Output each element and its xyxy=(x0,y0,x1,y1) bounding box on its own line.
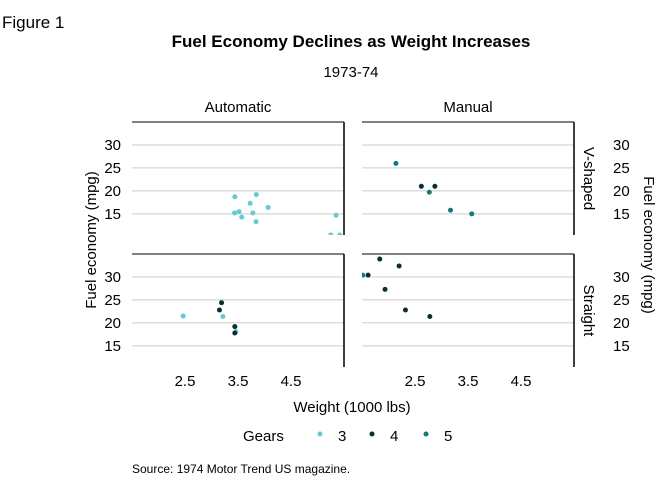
panel-points xyxy=(362,256,433,319)
strip-label-row: V-shaped xyxy=(580,147,597,210)
x-axis-title: Weight (1000 lbs) xyxy=(293,399,410,416)
x-tick-label: 2.5 xyxy=(175,373,196,390)
y-axis-title-right: Fuel economy (mpg) xyxy=(640,176,657,314)
x-tick-label: 3.5 xyxy=(458,373,479,390)
data-point xyxy=(216,307,222,313)
chart-caption: Source: 1974 Motor Trend US magazine. xyxy=(132,462,350,476)
panel-1-0 xyxy=(362,121,575,235)
data-point xyxy=(393,160,399,166)
data-point xyxy=(265,204,271,210)
y-tick-label: 15 xyxy=(104,338,121,355)
y-tick-label: 20 xyxy=(104,183,121,200)
data-point xyxy=(448,207,454,213)
data-point xyxy=(365,272,371,278)
x-tick-label: 4.5 xyxy=(281,373,302,390)
y-tick-label: 20 xyxy=(104,315,121,332)
y-tick-label: 25 xyxy=(104,292,121,309)
data-point xyxy=(337,232,343,235)
data-point xyxy=(232,210,238,216)
y-tick-label: 25 xyxy=(104,160,121,177)
panel-points xyxy=(393,160,475,217)
legend-key-4 xyxy=(369,431,375,437)
panel-background xyxy=(132,122,344,235)
data-point xyxy=(382,286,388,292)
panel-1-1 xyxy=(362,253,575,367)
data-point xyxy=(232,330,238,336)
y-tick-label: 30 xyxy=(104,269,121,286)
data-point xyxy=(427,313,433,319)
chart-subtitle: 1973-74 xyxy=(323,64,378,81)
x-tick-label: 4.5 xyxy=(511,373,532,390)
legend: Gears 3 4 5 xyxy=(243,428,452,445)
legend-key-5 xyxy=(423,431,429,437)
data-point xyxy=(362,272,366,278)
y-tick-label: 20 xyxy=(613,315,630,332)
panel-points xyxy=(180,300,239,336)
legend-label-4: 4 xyxy=(390,428,398,445)
panel-background xyxy=(132,254,344,367)
data-point xyxy=(377,256,383,262)
data-point xyxy=(402,307,408,313)
data-point xyxy=(232,324,238,330)
panel-0-1 xyxy=(132,253,345,367)
x-tick-label: 2.5 xyxy=(405,373,426,390)
data-point xyxy=(239,214,245,220)
figure-label: Figure 1 xyxy=(2,13,64,32)
legend-label-5: 5 xyxy=(444,428,452,445)
data-point xyxy=(250,210,256,216)
y-tick-label: 20 xyxy=(613,183,630,200)
y-axis-title-left: Fuel economy (mpg) xyxy=(83,171,100,309)
data-point xyxy=(469,211,475,217)
strip-label-column: Automatic xyxy=(205,99,272,116)
facet-panels: Automatic Manual V-shaped Straight 15 15 20 20 2… xyxy=(104,99,629,390)
panel-points xyxy=(232,192,343,235)
legend-title: Gears xyxy=(243,428,284,445)
data-point xyxy=(418,183,424,189)
data-point xyxy=(253,219,259,225)
data-point xyxy=(432,183,438,189)
chart-title: Fuel Economy Declines as Weight Increase… xyxy=(172,32,531,51)
data-point xyxy=(328,232,334,235)
data-point xyxy=(232,194,238,200)
y-tick-label: 25 xyxy=(613,292,630,309)
panel-background xyxy=(362,122,574,235)
x-tick-label: 3.5 xyxy=(228,373,249,390)
data-point xyxy=(426,189,432,195)
data-point xyxy=(236,209,242,215)
data-point xyxy=(333,212,339,218)
strip-label-column: Manual xyxy=(443,99,492,116)
strip-label-row: Straight xyxy=(580,285,597,338)
y-tick-label: 30 xyxy=(613,269,630,286)
data-point xyxy=(247,200,253,206)
panel-background xyxy=(362,254,574,367)
data-point xyxy=(219,300,225,306)
y-tick-label: 15 xyxy=(104,206,121,223)
legend-label-3: 3 xyxy=(338,428,346,445)
legend-key-3 xyxy=(317,431,323,437)
y-tick-label: 25 xyxy=(613,160,630,177)
y-tick-label: 30 xyxy=(104,137,121,154)
data-point xyxy=(396,263,402,269)
data-point xyxy=(253,192,259,198)
y-tick-label: 30 xyxy=(613,137,630,154)
data-point xyxy=(180,313,186,319)
y-tick-label: 15 xyxy=(613,338,630,355)
panel-0-0 xyxy=(132,121,345,235)
data-point xyxy=(220,313,226,319)
y-tick-label: 15 xyxy=(613,206,630,223)
